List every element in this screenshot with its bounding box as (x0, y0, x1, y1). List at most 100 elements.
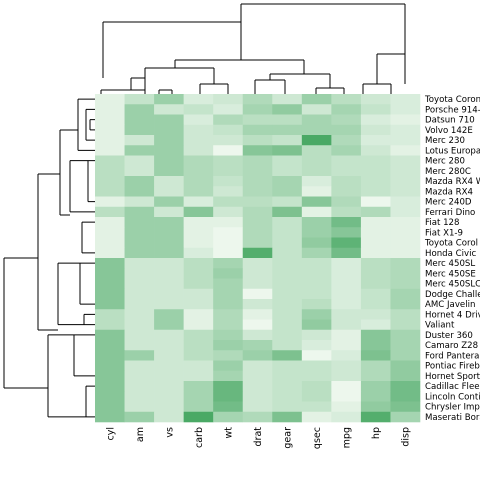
heatmap-cell (183, 268, 214, 279)
heatmap-cell (360, 258, 391, 269)
heatmap-cell (242, 401, 273, 413)
column-label: disp (401, 427, 412, 447)
column-labels: cyl am vs carb wt drat gear qsec mpg hp disp (105, 427, 411, 449)
heatmap-cell (390, 196, 421, 208)
heatmap-cell (301, 196, 332, 208)
heatmap-cell (95, 176, 125, 187)
heatmap-cell (183, 309, 214, 320)
heatmap-cell (154, 196, 184, 208)
heatmap-cell (331, 104, 362, 115)
heatmap-cell (272, 247, 303, 259)
heatmap-cell (183, 299, 214, 310)
heatmap-cell (154, 309, 184, 320)
heatmap-cell (213, 237, 244, 249)
heatmap-cell (360, 124, 391, 136)
heatmap-cell (360, 381, 391, 392)
heatmap-cell (331, 114, 362, 126)
row-label: Cadillac Flee (425, 382, 480, 392)
heatmap-cell (331, 94, 362, 105)
heatmap-cell (272, 165, 303, 177)
heatmap-cell (154, 360, 184, 372)
heatmap-cell (301, 391, 332, 402)
heatmap-cell (124, 360, 155, 372)
heatmap-cell (331, 176, 362, 187)
row-label: Hornet Sporta (425, 372, 480, 382)
heatmap-cell (301, 329, 332, 341)
row-label: Fiat X1-9 (425, 228, 463, 238)
heatmap-cell (360, 319, 391, 331)
heatmap-cell (301, 319, 332, 331)
heatmap-cell (301, 340, 332, 351)
heatmap-cell (183, 217, 214, 228)
heatmap-cell (124, 176, 155, 187)
heatmap-cell (272, 104, 303, 115)
heatmap-cell (331, 165, 362, 177)
heatmap-cell (124, 135, 155, 146)
heatmap-cell (360, 309, 391, 320)
heatmap-cell (331, 288, 362, 300)
heatmap-cell (301, 299, 332, 310)
heatmap-cell (390, 411, 421, 423)
heatmap-cell (154, 165, 184, 177)
heatmap-cell (360, 206, 391, 218)
heatmap-cell (95, 340, 125, 351)
heatmap-cell (242, 104, 273, 115)
heatmap-cell (272, 309, 303, 320)
row-label: Camaro Z28 (425, 341, 478, 351)
heatmap-cell (301, 135, 332, 146)
heatmap-cell (95, 135, 125, 146)
column-label: gear (283, 427, 294, 449)
heatmap-cell (360, 268, 391, 279)
row-label: Merc 450SL (425, 259, 475, 269)
row-label: Lotus Europa (425, 146, 480, 156)
heatmap-cell (95, 145, 125, 156)
heatmap-cell (124, 350, 155, 361)
heatmap-cell (154, 145, 184, 156)
heatmap-cell (272, 360, 303, 372)
row-label: Merc 450SLC (425, 280, 480, 290)
heatmap-cell (183, 360, 214, 372)
heatmap-cell (331, 401, 362, 413)
heatmap-cell (301, 186, 332, 197)
heatmap-cell (360, 350, 391, 361)
heatmap-cell (183, 124, 214, 136)
heatmap-cell (213, 227, 244, 238)
heatmap-cell (272, 227, 303, 238)
row-label: Mazda RX4 (425, 187, 473, 197)
row-label: Chrysler Imp (425, 403, 480, 413)
heatmap-cell (272, 176, 303, 187)
heatmap-cell (272, 94, 303, 105)
heatmap-cell (213, 155, 244, 167)
heatmap-cell (124, 329, 155, 341)
heatmap-cell (331, 381, 362, 392)
row-label: Toyota Corol (424, 239, 478, 249)
heatmap-cell (360, 278, 391, 290)
heatmap-cell (183, 258, 214, 269)
heatmap-cell (390, 227, 421, 238)
heatmap-cell (154, 278, 184, 290)
heatmap-cell (183, 391, 214, 402)
heatmap-cell (154, 94, 184, 105)
heatmap-cell (95, 227, 125, 238)
row-label: Valiant (425, 321, 455, 331)
heatmap-cell (272, 258, 303, 269)
heatmap-cell (331, 360, 362, 372)
heatmap-cell (124, 381, 155, 392)
row-label: Merc 280 (425, 157, 465, 167)
heatmap-cell (124, 247, 155, 259)
heatmap-cell (331, 186, 362, 197)
heatmap-cell (213, 196, 244, 208)
heatmap-cell (124, 145, 155, 156)
heatmap-cell (242, 350, 273, 361)
heatmap-cell (360, 217, 391, 228)
heatmap-cell (360, 135, 391, 146)
heatmap-cell (183, 247, 214, 259)
heatmap-cell (242, 411, 273, 423)
heatmap-cell (390, 206, 421, 218)
heatmap-cell (95, 299, 125, 310)
row-label: Merc 450SE (425, 269, 476, 279)
heatmap-cell (242, 258, 273, 269)
heatmap-cell (124, 104, 155, 115)
heatmap-cell (124, 114, 155, 126)
heatmap-cell (242, 360, 273, 372)
